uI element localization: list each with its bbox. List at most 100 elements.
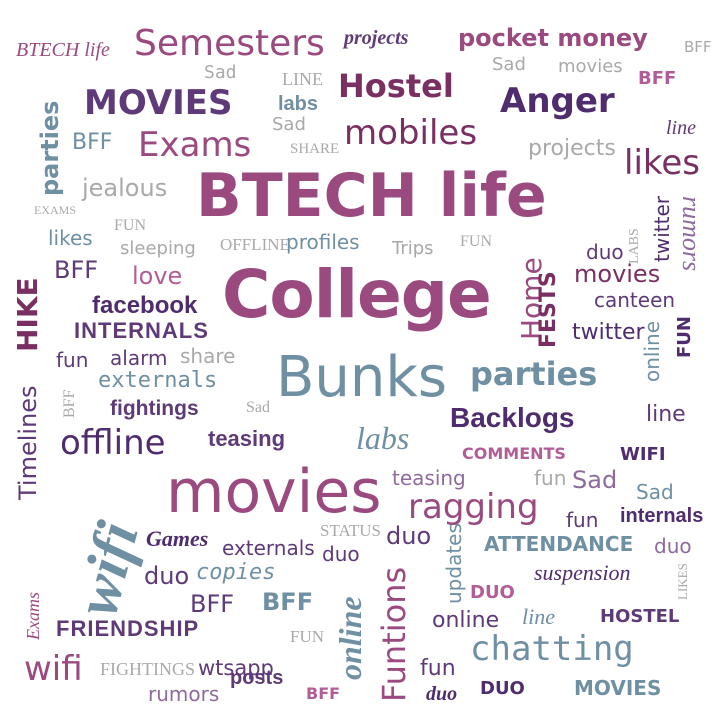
word-duo-caps-2: DUO: [480, 678, 525, 699]
word-online-3: online: [432, 608, 500, 633]
word-rumors-2: rumors: [148, 682, 220, 706]
word-sad-4: Sad: [246, 399, 270, 416]
word-timelines: Timelines: [14, 385, 42, 500]
word-alarm: alarm: [110, 346, 168, 370]
word-updates: updates: [442, 523, 466, 604]
word-duo-4: duo: [654, 534, 692, 558]
word-btech-life-big: BTECH life: [196, 161, 547, 231]
word-fun-4: fun: [56, 348, 89, 372]
word-bff-8: BFF: [306, 684, 341, 703]
word-chatting: chatting: [470, 629, 634, 669]
word-bunks: Bunks: [276, 345, 448, 410]
word-games: Games: [146, 526, 209, 551]
word-sad-2: Sad: [492, 54, 526, 75]
word-trips: Trips: [392, 238, 434, 259]
word-mobiles: mobiles: [344, 113, 478, 153]
word-sad-6: Sad: [636, 480, 674, 504]
word-internals-1: INTERNALS: [74, 318, 209, 343]
word-bff-6: BFF: [190, 590, 235, 618]
word-movies-caps: MOVIES: [84, 83, 233, 123]
word-rumors-1: rumors: [677, 196, 706, 272]
word-sleeping: sleeping: [120, 238, 196, 259]
word-likes-3: LIKES: [675, 563, 690, 600]
word-likes-1: likes: [624, 143, 701, 183]
word-line-4: line: [522, 604, 555, 629]
word-hostel-2: HOSTEL: [600, 606, 680, 627]
word-offline-2: offline: [60, 423, 166, 463]
word-attendance: ATTENDANCE: [484, 532, 634, 556]
word-exams-2: EXAMS: [34, 203, 77, 217]
word-status: STATUS: [320, 521, 381, 540]
word-parties-vertical: parties: [36, 100, 64, 196]
word-labs-3: labs: [356, 420, 410, 456]
word-line-3: line: [646, 402, 686, 427]
word-wifi-2: wifi: [24, 649, 83, 689]
word-movies-2: movies: [558, 56, 623, 77]
word-bff-5: BFF: [61, 389, 78, 418]
word-comments: COMMENTS: [462, 444, 566, 463]
word-hike: HIKE: [11, 277, 44, 352]
word-jealous: jealous: [82, 174, 168, 202]
word-twitter-1: twitter: [650, 196, 674, 262]
word-bff-7: BFF: [262, 588, 314, 616]
word-sad-5: Sad: [572, 466, 618, 494]
word-anger: Anger: [500, 81, 615, 121]
word-copies: copies: [196, 560, 276, 585]
word-teasing-1: teasing: [208, 426, 286, 451]
word-movies-big: movies: [166, 457, 382, 527]
word-externals-2: externals: [222, 536, 315, 560]
word-exams-3: Exams: [23, 592, 43, 640]
word-labs-2: LABS: [627, 228, 642, 264]
word-online-2: online: [332, 596, 368, 680]
word-teasing-2: teasing: [392, 466, 466, 490]
word-profiles: profiles: [286, 230, 360, 254]
word-labs-1: labs: [278, 93, 319, 115]
word-twitter-2: twitter: [572, 320, 645, 345]
word-share-1: SHARE: [290, 141, 340, 157]
word-fun-5: fun: [534, 466, 567, 490]
word-backlogs: Backlogs: [450, 402, 575, 433]
word-projects-top: projects: [344, 27, 409, 49]
word-suspension: suspension: [534, 560, 631, 585]
word-line-2: line: [666, 117, 696, 139]
word-bff-3: BFF: [72, 130, 113, 155]
word-internals-2: internals: [620, 505, 704, 527]
word-college: College: [222, 256, 492, 333]
word-facebook: facebook: [92, 292, 198, 319]
word-wifi-1: WIFI: [620, 444, 666, 465]
word-duo-3: duo: [322, 542, 360, 566]
word-canteen: canteen: [594, 288, 676, 312]
word-movies-3: movies: [574, 260, 661, 288]
word-line-1: LINE: [282, 69, 323, 89]
word-wtsapp: wtsapp: [198, 656, 274, 680]
word-bff-2: BFF: [638, 68, 677, 89]
word-duo-2: duo: [386, 522, 432, 550]
word-semesters: Semesters: [134, 23, 325, 64]
word-online-1: online: [640, 320, 664, 382]
word-fun-6: fun: [566, 508, 599, 532]
word-likes-2: likes: [48, 226, 93, 250]
word-fun-1: FUN: [114, 217, 147, 234]
word-fun-3: FUN: [674, 316, 695, 358]
word-bff-4: BFF: [54, 256, 99, 284]
word-fun-8: fun: [420, 656, 456, 681]
word-friendship: FRIENDSHIP: [56, 616, 200, 641]
word-offline-1: OFFLINE: [220, 235, 290, 254]
word-duo-caps-1: DUO: [470, 582, 515, 603]
word-posts: posts: [230, 667, 284, 689]
word-exams-1: Exams: [138, 125, 252, 165]
word-sad-1: Sad: [204, 62, 237, 83]
word-sad-3: Sad: [272, 114, 306, 135]
word-duo-5: duo: [144, 562, 190, 590]
word-pocket-money: pocket money: [458, 24, 648, 52]
word-parties-2: parties: [470, 355, 598, 393]
word-bff-top-right: BFF: [684, 38, 712, 56]
word-wifi-big: wifi: [63, 515, 152, 623]
word-fun-7: FUN: [290, 627, 325, 646]
word-share-2: share: [180, 344, 236, 368]
word-fightings-1: fightings: [110, 397, 199, 420]
word-externals-1: externals: [98, 368, 218, 393]
word-love: love: [132, 262, 183, 290]
word-projects-2: projects: [528, 136, 616, 161]
word-duo-1: duo: [586, 240, 624, 264]
